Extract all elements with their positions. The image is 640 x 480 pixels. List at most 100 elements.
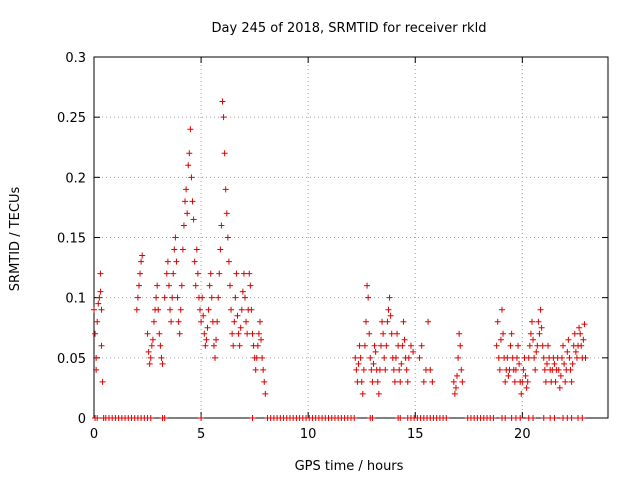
data-point [248, 306, 255, 313]
data-point [164, 258, 171, 265]
data-point [542, 378, 549, 385]
data-point [198, 318, 205, 325]
data-point [540, 415, 547, 421]
data-point [384, 318, 391, 325]
data-point [178, 282, 185, 289]
data-point [261, 378, 268, 385]
data-point [457, 342, 464, 349]
data-point [353, 366, 360, 373]
data-point [190, 216, 197, 223]
data-point [523, 384, 530, 391]
data-point [359, 390, 366, 397]
data-point [233, 270, 240, 277]
data-point [366, 330, 373, 337]
data-point [236, 342, 243, 349]
x-tick-label: 20 [514, 427, 531, 442]
data-point [454, 372, 461, 379]
data-point [495, 354, 502, 361]
data-point [356, 342, 363, 349]
data-point [452, 384, 459, 391]
data-point [252, 366, 259, 373]
y-axis: 0 0.05 0.1 0.15 0.2 0.25 0.3 [57, 51, 608, 427]
data-point [399, 342, 406, 349]
y-tick-label: 0.05 [57, 352, 86, 367]
data-point [392, 354, 399, 361]
data-point [569, 360, 576, 367]
data-point [91, 306, 97, 313]
data-point [374, 378, 381, 385]
data-point [260, 366, 267, 373]
data-point [416, 354, 423, 361]
data-point [238, 306, 245, 313]
data-point [249, 415, 256, 421]
data-point [502, 415, 509, 421]
data-point [221, 150, 228, 157]
data-point [561, 360, 568, 367]
data-point [201, 330, 208, 337]
data-point [170, 270, 177, 277]
data-point [577, 330, 584, 337]
data-point [493, 342, 500, 349]
data-point [139, 252, 146, 259]
x-tick-label: 5 [197, 427, 205, 442]
data-point [371, 342, 378, 349]
data-point [502, 378, 509, 385]
data-point [407, 342, 414, 349]
data-point [385, 306, 392, 313]
data-point [515, 342, 522, 349]
data-point [512, 366, 519, 373]
data-point [93, 354, 100, 361]
data-point [185, 162, 192, 169]
data-point [450, 378, 457, 385]
data-point [149, 336, 156, 343]
data-point [370, 360, 377, 367]
data-point [155, 306, 162, 313]
data-point [420, 378, 427, 385]
data-point [157, 342, 164, 349]
data-point [367, 354, 374, 361]
data-point [239, 288, 246, 295]
data-point [564, 348, 571, 355]
data-point [456, 330, 463, 337]
data-point [182, 198, 189, 205]
data-point [358, 378, 365, 385]
y-tick-label: 0.2 [65, 171, 86, 186]
data-point [92, 330, 99, 337]
data-point [153, 294, 160, 301]
data-point [192, 282, 199, 289]
data-point [526, 342, 533, 349]
data-point [429, 378, 436, 385]
data-point [180, 222, 187, 229]
data-point [372, 348, 379, 355]
data-point [537, 306, 544, 313]
data-point [352, 354, 359, 361]
data-point [451, 390, 458, 397]
data-point [379, 318, 386, 325]
data-point [247, 282, 254, 289]
data-point [255, 330, 262, 337]
data-point [184, 210, 191, 217]
data-point [225, 258, 232, 265]
data-point [202, 342, 209, 349]
data-point [213, 336, 220, 343]
data-point [167, 306, 174, 313]
data-point [386, 294, 393, 301]
data-point [427, 366, 434, 373]
data-point [376, 366, 383, 373]
data-point [540, 354, 547, 361]
data-point [237, 324, 244, 331]
data-point [504, 354, 511, 361]
data-point [532, 366, 539, 373]
data-point [98, 342, 105, 349]
data-point [215, 294, 222, 301]
data-point [212, 354, 219, 361]
data-point [144, 330, 151, 337]
data-point [210, 342, 217, 349]
data-point [207, 270, 214, 277]
data-point [232, 294, 239, 301]
data-point [135, 282, 142, 289]
data-point [401, 336, 408, 343]
data-point [391, 378, 398, 385]
data-point [197, 306, 204, 313]
data-point [176, 330, 183, 337]
